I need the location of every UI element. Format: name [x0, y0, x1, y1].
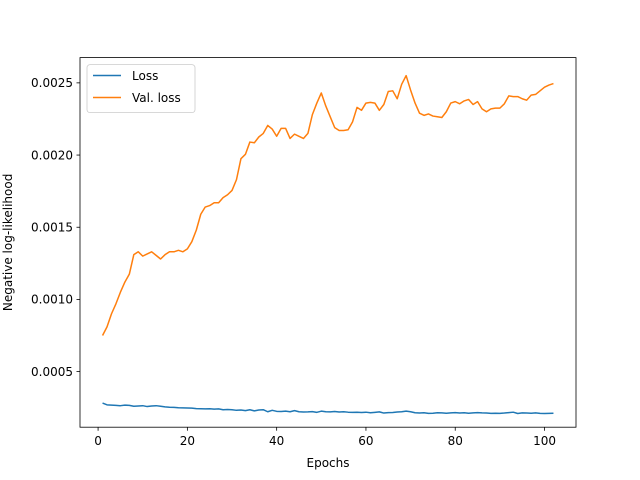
- legend: Loss Val. loss: [86, 64, 196, 113]
- y-tick-label: 0.0005: [31, 365, 73, 379]
- series-layer: [101, 74, 554, 415]
- x-axis-label: Epochs: [307, 456, 350, 470]
- y-tick-label: 0.0010: [31, 293, 73, 307]
- y-tick-label: 0.0020: [31, 148, 73, 162]
- x-tick-label: 40: [269, 434, 284, 448]
- series-line-loss: [102, 402, 554, 415]
- legend-label-loss: Loss: [132, 69, 158, 83]
- x-tick-label: 80: [448, 434, 463, 448]
- y-axis: 0.0005 0.0010 0.0015 0.0020 0.0025: [31, 76, 80, 379]
- series-line-val-loss: [101, 74, 554, 336]
- y-axis-label: Negative log-likelihood: [1, 174, 15, 311]
- x-tick-label: 100: [533, 434, 556, 448]
- x-tick-label: 20: [180, 434, 195, 448]
- x-tick-label: 0: [94, 434, 102, 448]
- plot-frame: [79, 57, 577, 428]
- y-tick-label: 0.0025: [31, 76, 73, 90]
- x-axis: 0 20 40 60 80 100: [94, 427, 556, 448]
- legend-box: [86, 64, 196, 113]
- x-tick-label: 60: [358, 434, 373, 448]
- legend-label-val-loss: Val. loss: [132, 91, 181, 105]
- y-tick-label: 0.0015: [31, 220, 73, 234]
